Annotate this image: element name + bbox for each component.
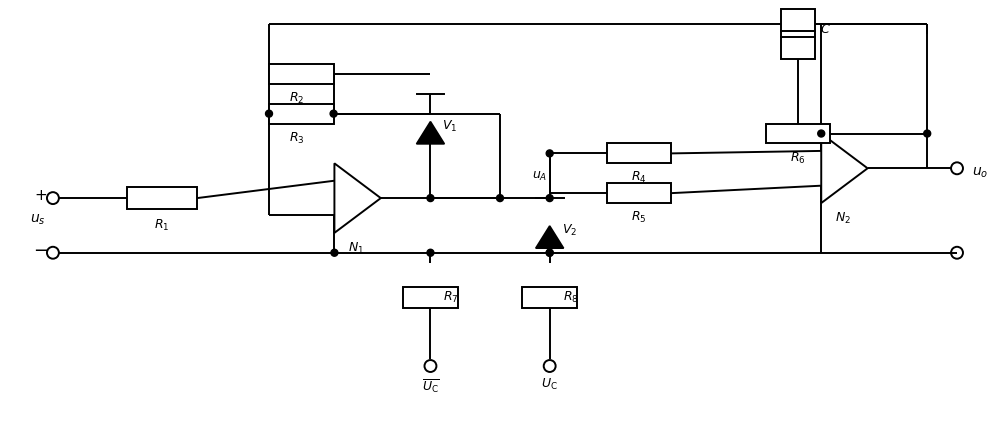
Bar (766, 124, 830, 143)
Text: $\overline{U_{\rm C}}$: $\overline{U_{\rm C}}$ (422, 377, 439, 395)
Text: $R_8$: $R_8$ (563, 290, 578, 305)
Bar (607, 183, 671, 203)
Text: $u_s$: $u_s$ (30, 213, 46, 227)
Text: $C$: $C$ (820, 23, 831, 36)
Text: $N_1$: $N_1$ (348, 241, 364, 256)
Circle shape (497, 195, 503, 202)
Text: $V_1$: $V_1$ (442, 119, 458, 134)
Text: $R_2$: $R_2$ (289, 91, 304, 106)
Text: $R_3$: $R_3$ (289, 131, 304, 146)
Circle shape (546, 195, 553, 202)
Bar (127, 187, 197, 209)
Text: $N_2$: $N_2$ (835, 211, 851, 226)
Text: $R_1$: $R_1$ (154, 218, 170, 233)
Bar (781, 9, 815, 59)
Circle shape (546, 249, 553, 256)
Text: −: − (33, 242, 49, 260)
Text: $R_5$: $R_5$ (631, 210, 647, 225)
Circle shape (818, 130, 825, 137)
Text: $R_6$: $R_6$ (790, 150, 806, 166)
Bar (403, 286, 458, 309)
Bar (269, 64, 334, 84)
Circle shape (924, 130, 931, 137)
Bar (522, 286, 577, 309)
Polygon shape (821, 134, 868, 203)
Circle shape (546, 249, 553, 256)
Text: +: + (35, 187, 47, 202)
Polygon shape (334, 163, 381, 233)
Text: $U_{\rm C}$: $U_{\rm C}$ (541, 377, 558, 392)
Bar (269, 104, 334, 124)
Circle shape (330, 110, 337, 117)
Polygon shape (417, 122, 444, 144)
Circle shape (266, 110, 272, 117)
Text: $R_4$: $R_4$ (631, 170, 647, 185)
Bar (607, 143, 671, 163)
Text: $u_o$: $u_o$ (972, 166, 988, 181)
Circle shape (427, 195, 434, 202)
Text: $V_2$: $V_2$ (562, 223, 577, 238)
Circle shape (331, 249, 338, 256)
Circle shape (427, 249, 434, 256)
Text: $u_A$: $u_A$ (532, 170, 547, 183)
Circle shape (546, 150, 553, 157)
Polygon shape (536, 226, 564, 248)
Text: $R_7$: $R_7$ (443, 290, 459, 305)
